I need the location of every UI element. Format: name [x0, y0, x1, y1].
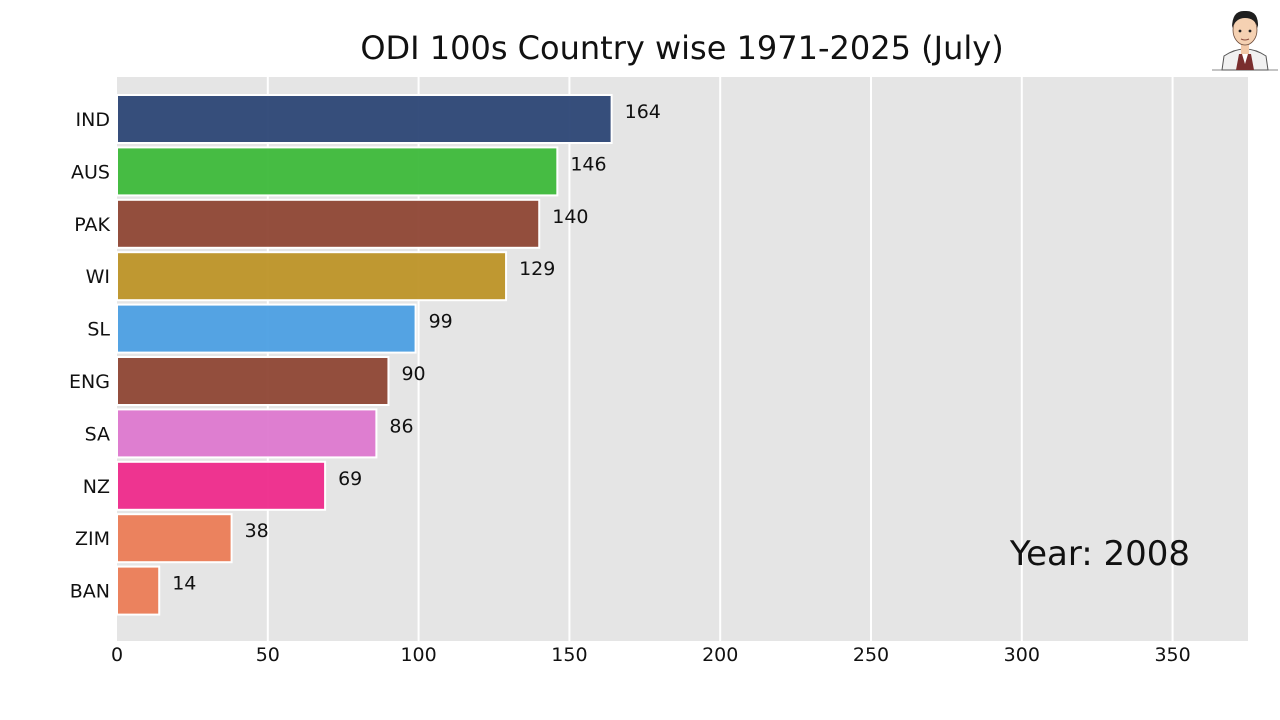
bar-wi — [116, 251, 508, 302]
value-labels: 164 146 140 129 99 90 86 69 38 14 — [172, 101, 661, 595]
category-labels: IND AUS PAK WI SL ENG SA NZ ZIM BAN — [69, 109, 110, 603]
chart-title: ODI 100s Country wise 1971-2025 (July) — [360, 29, 1003, 67]
x-tick-label: 0 — [111, 644, 123, 666]
x-tick-label: 200 — [702, 644, 738, 666]
bar-pak — [116, 198, 541, 249]
category-label: PAK — [74, 214, 110, 236]
value-label: 140 — [552, 206, 588, 228]
x-tick-label: 350 — [1154, 644, 1190, 666]
category-label: AUS — [71, 161, 110, 183]
value-label: 90 — [401, 363, 425, 385]
category-label: BAN — [70, 581, 110, 603]
value-label: 164 — [625, 101, 661, 123]
x-tick-label: 50 — [256, 644, 280, 666]
category-label: ZIM — [75, 528, 110, 550]
value-label: 38 — [245, 520, 269, 542]
bar-sa — [116, 408, 378, 459]
bars — [116, 94, 613, 616]
category-label: NZ — [83, 476, 110, 498]
bar-ind — [116, 94, 613, 144]
category-label: ENG — [69, 371, 110, 393]
year-annotation: Year: 2008 — [1009, 534, 1190, 574]
value-label: 69 — [338, 468, 362, 490]
cartoon-avatar-icon — [1212, 10, 1278, 71]
value-label: 14 — [172, 573, 196, 595]
bar-sl — [116, 303, 417, 354]
category-label: SL — [87, 319, 110, 341]
category-label: WI — [86, 266, 110, 288]
x-tick-label: 150 — [551, 644, 587, 666]
bar-nz — [116, 460, 327, 511]
bar-aus — [116, 146, 559, 197]
x-tick-label: 100 — [400, 644, 436, 666]
x-tick-label: 300 — [1004, 644, 1040, 666]
value-label: 146 — [570, 153, 606, 175]
bar-ban — [116, 565, 161, 616]
x-axis-ticks: 0 50 100 150 200 250 300 350 — [111, 644, 1191, 666]
category-label: IND — [76, 109, 110, 131]
x-tick-label: 250 — [853, 644, 889, 666]
bar-zim — [116, 513, 233, 564]
value-label: 129 — [519, 258, 555, 280]
value-label: 86 — [389, 415, 413, 437]
bar-eng — [116, 356, 390, 406]
category-label: SA — [85, 423, 110, 445]
value-label: 99 — [429, 311, 453, 333]
